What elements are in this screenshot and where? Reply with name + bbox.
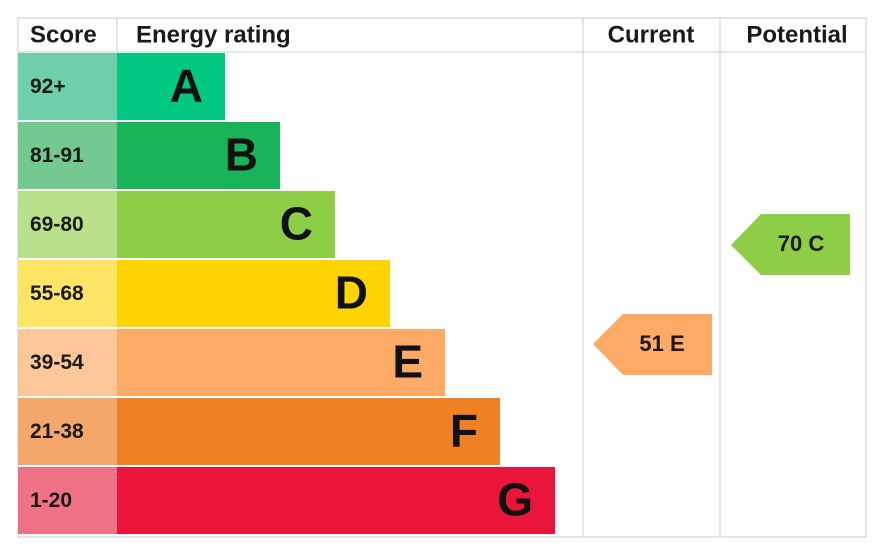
band-bar: [117, 53, 225, 120]
band-bar: [117, 260, 390, 327]
band-score: 21-38: [30, 420, 84, 443]
bands: 92+ A 81-91 B 69-80 C 55-68 D 39-54 E 21-38 F 1-20 G: [18, 53, 555, 534]
band-score: 69-80: [30, 213, 84, 236]
band-score: 92+: [30, 75, 66, 98]
band-score: 1-20: [30, 489, 72, 512]
potential-label: 70 C: [778, 231, 825, 256]
band-letter: E: [392, 336, 423, 388]
current-arrow: [593, 314, 712, 375]
band-letter: G: [497, 474, 533, 526]
header-score: Score: [30, 21, 97, 48]
potential-arrow: [731, 214, 850, 275]
score-cell: [18, 467, 117, 534]
band-letter: C: [280, 198, 313, 250]
band-letter: D: [335, 267, 368, 319]
header-potential: Potential: [746, 21, 847, 48]
score-cell: [18, 329, 117, 396]
band-bar: [117, 191, 335, 258]
score-cell: [18, 53, 117, 120]
band-bar: [117, 329, 445, 396]
score-cell: [18, 398, 117, 465]
score-cell: [18, 191, 117, 258]
score-cell: [18, 122, 117, 189]
band-letter: F: [450, 405, 478, 457]
header-current: Current: [608, 21, 695, 48]
band-letter: B: [225, 129, 258, 181]
band-letter: A: [170, 60, 203, 112]
band-bar: [117, 398, 500, 465]
header-energy-rating: Energy rating: [136, 21, 291, 48]
band-score: 39-54: [30, 351, 84, 374]
band-score: 81-91: [30, 144, 84, 167]
score-cell: [18, 260, 117, 327]
band-bar: [117, 467, 555, 534]
band-score: 55-68: [30, 282, 84, 305]
band-bar: [117, 122, 280, 189]
current-label: 51 E: [639, 331, 684, 356]
